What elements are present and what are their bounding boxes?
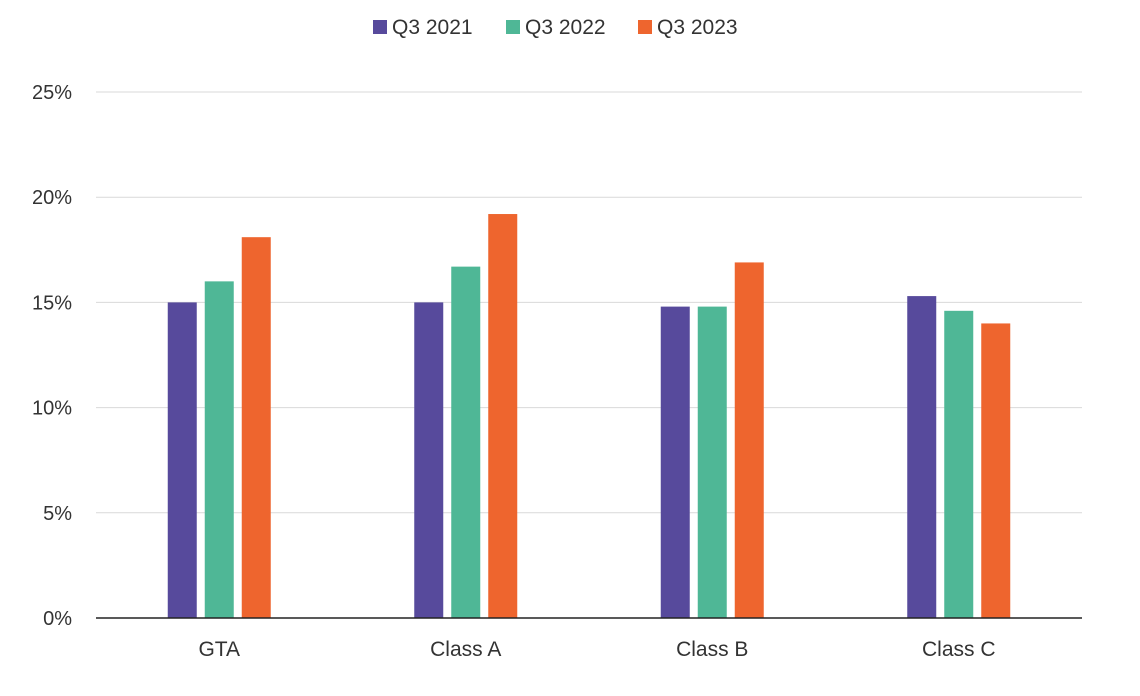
legend-swatch xyxy=(638,20,652,34)
x-category-label: Class B xyxy=(676,638,748,661)
bar-q3-2023-class-b xyxy=(734,262,764,618)
bar-q3-2022-class-a xyxy=(451,266,481,618)
bar-q3-2023-gta xyxy=(241,237,271,618)
bar-q3-2022-class-b xyxy=(697,306,727,618)
bar-q3-2021-class-b xyxy=(660,306,690,618)
legend[interactable]: Q3 2021 Q3 2022 Q3 2023 xyxy=(373,16,738,39)
bar-q3-2022-class-c xyxy=(944,310,974,618)
legend-label: Q3 2023 xyxy=(657,16,738,39)
legend-item[interactable]: Q3 2021 xyxy=(373,16,473,39)
x-axis: GTA Class A Class B Class C xyxy=(96,617,1082,661)
bar-q3-2022-gta xyxy=(204,281,234,618)
legend-item[interactable]: Q3 2023 xyxy=(638,16,738,39)
legend-label: Q3 2021 xyxy=(392,16,473,39)
bar-q3-2023-class-a xyxy=(488,214,518,619)
y-tick-label: 20% xyxy=(32,187,72,209)
legend-swatch xyxy=(373,20,387,34)
y-tick-label: 10% xyxy=(32,398,72,420)
x-category-label: GTA xyxy=(198,638,240,661)
y-tick-label: 5% xyxy=(43,503,72,525)
legend-item[interactable]: Q3 2022 xyxy=(506,16,606,39)
bar-q3-2023-class-c xyxy=(981,323,1011,618)
y-tick-label: 25% xyxy=(32,82,72,104)
bar-q3-2021-class-a xyxy=(414,302,444,618)
bar-q3-2021-class-c xyxy=(907,296,937,618)
legend-swatch xyxy=(506,20,520,34)
y-axis-tick-labels: 0% 5% 10% 15% 20% 25% xyxy=(32,82,72,630)
bars xyxy=(167,214,1011,619)
bar-q3-2021-gta xyxy=(167,302,197,618)
y-tick-label: 15% xyxy=(32,292,72,314)
y-tick-label: 0% xyxy=(43,608,72,630)
x-category-label: Class A xyxy=(430,638,501,661)
legend-label: Q3 2022 xyxy=(525,16,606,39)
x-category-label: Class C xyxy=(922,638,996,661)
